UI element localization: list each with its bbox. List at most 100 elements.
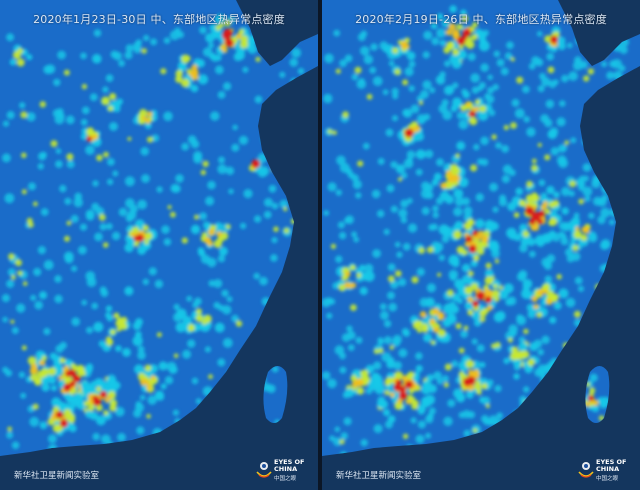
heat-hotspot bbox=[463, 377, 472, 387]
heat-point bbox=[438, 224, 450, 235]
heat-point bbox=[19, 102, 26, 109]
heat-point bbox=[546, 298, 553, 305]
heat-point bbox=[47, 434, 57, 444]
heat-point bbox=[33, 201, 38, 207]
heat-point bbox=[428, 384, 437, 394]
heat-point bbox=[1, 153, 11, 163]
heat-point bbox=[438, 104, 448, 114]
heat-point bbox=[477, 230, 484, 237]
heat-point bbox=[160, 383, 167, 390]
heat-point bbox=[43, 327, 51, 336]
heat-point bbox=[423, 113, 431, 121]
heat-point bbox=[327, 182, 337, 192]
heat-point bbox=[161, 225, 170, 234]
heat-point bbox=[472, 22, 478, 28]
heat-point bbox=[66, 220, 72, 226]
heat-point bbox=[436, 76, 444, 83]
heat-point bbox=[143, 34, 150, 42]
heat-point bbox=[22, 281, 28, 286]
heat-point bbox=[235, 320, 243, 327]
heat-point bbox=[2, 366, 9, 374]
heat-point bbox=[26, 54, 33, 61]
heat-point bbox=[175, 69, 183, 78]
heat-point bbox=[163, 111, 173, 122]
heat-point bbox=[537, 288, 544, 296]
heat-point bbox=[85, 209, 95, 219]
heat-point bbox=[147, 395, 157, 405]
heat-point bbox=[521, 288, 532, 300]
heat-point bbox=[173, 353, 179, 359]
heat-point bbox=[432, 308, 440, 316]
heat-point bbox=[146, 414, 151, 419]
heat-point bbox=[156, 186, 163, 193]
heat-point bbox=[387, 291, 395, 300]
heat-point bbox=[360, 439, 368, 447]
heat-point bbox=[430, 340, 436, 345]
heat-point bbox=[433, 172, 442, 181]
heat-point bbox=[145, 118, 151, 124]
heat-point bbox=[390, 161, 398, 169]
heat-point bbox=[425, 297, 435, 308]
heat-point bbox=[91, 202, 100, 211]
heat-point bbox=[224, 19, 231, 27]
heat-point bbox=[142, 115, 148, 121]
heat-point bbox=[225, 166, 235, 175]
heat-point bbox=[344, 281, 351, 289]
heat-point bbox=[213, 301, 221, 309]
heat-point bbox=[431, 178, 439, 186]
right-heatmap-panel: 2020年2月19日-26日 中、东部地区热异常点密度 新华社卫星新闻实验室 E… bbox=[322, 0, 640, 490]
heat-point bbox=[63, 409, 72, 418]
heat-point bbox=[527, 238, 536, 247]
heat-point bbox=[387, 415, 396, 423]
heat-point bbox=[21, 152, 27, 159]
heat-point bbox=[514, 108, 525, 119]
heat-point bbox=[57, 50, 66, 60]
heat-point bbox=[70, 214, 79, 223]
heat-point bbox=[180, 78, 190, 88]
heat-point bbox=[137, 345, 145, 353]
heat-point bbox=[335, 255, 343, 263]
heat-point bbox=[538, 179, 546, 187]
left-eyes-of-china-logo: EYES OF CHINA 中国之眼 bbox=[256, 458, 310, 484]
heat-point bbox=[585, 401, 591, 408]
heat-point bbox=[92, 432, 100, 441]
heat-point bbox=[18, 371, 26, 378]
heat-point bbox=[573, 230, 582, 239]
heat-point bbox=[476, 389, 482, 395]
heat-point bbox=[96, 154, 103, 162]
heat-point bbox=[164, 376, 174, 385]
heat-hotspot bbox=[404, 128, 414, 138]
heat-point bbox=[222, 47, 228, 53]
heat-point bbox=[446, 289, 454, 297]
logo-subtitle: 中国之眼 bbox=[596, 476, 619, 482]
heat-point bbox=[335, 189, 342, 196]
heat-point bbox=[451, 360, 459, 368]
heat-point bbox=[73, 392, 84, 403]
heat-point bbox=[137, 245, 147, 255]
heat-point bbox=[217, 254, 226, 263]
heat-point bbox=[458, 44, 464, 50]
heat-point bbox=[398, 208, 408, 218]
heat-point bbox=[27, 356, 37, 365]
heat-point bbox=[356, 380, 363, 387]
heat-point bbox=[327, 129, 333, 134]
heat-hotspot bbox=[400, 391, 406, 397]
heat-point bbox=[558, 231, 565, 238]
heat-hotspot bbox=[224, 38, 234, 47]
heat-point bbox=[523, 386, 530, 393]
heat-point bbox=[543, 289, 548, 295]
heat-point bbox=[7, 268, 16, 277]
heat-point bbox=[176, 308, 187, 320]
left-heat-density-map bbox=[0, 0, 318, 490]
heat-point bbox=[214, 222, 223, 230]
heat-point bbox=[471, 311, 481, 320]
heat-point bbox=[59, 113, 65, 119]
heat-point bbox=[601, 61, 608, 68]
heat-point bbox=[456, 393, 466, 403]
heat-point bbox=[584, 195, 591, 202]
heat-point bbox=[498, 198, 508, 207]
heat-point bbox=[214, 65, 224, 75]
heat-point bbox=[531, 197, 537, 203]
heat-point bbox=[423, 30, 433, 40]
heat-point bbox=[175, 75, 183, 83]
